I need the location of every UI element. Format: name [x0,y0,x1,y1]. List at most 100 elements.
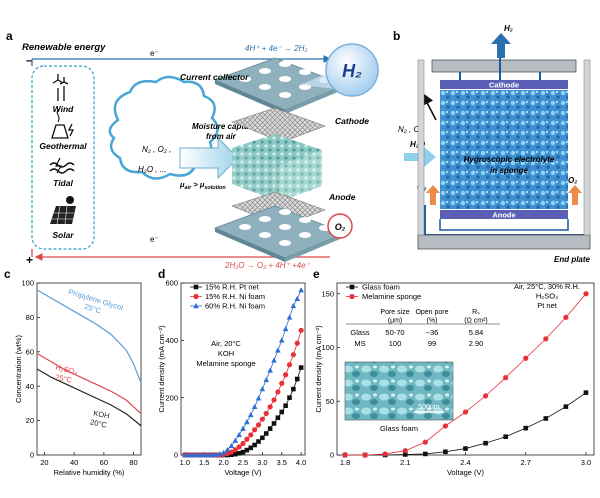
data-point [263,410,269,417]
electrolyte-label-line1: Hygroscopic electrolyte [464,155,555,164]
data-point [362,452,368,458]
end-plate-label: End plate [554,255,591,264]
cathode-reaction: 4H⁺ + 4e⁻ → 2H₂ [245,44,307,53]
data-point [197,452,204,458]
data-point [271,357,277,363]
x-tick-label: 2.5 [238,458,248,467]
table-cell: 2.90 [469,339,484,348]
data-point [275,415,281,421]
data-point [248,432,254,438]
electrolyte-label-line2: in sponge [490,166,528,175]
y-tick-label: 150 [321,289,334,298]
data-point [298,365,304,370]
cloud-gases-line2: H₂O , ... [138,165,166,174]
data-point [286,314,293,320]
table-header: Pore size [380,309,409,316]
data-point [232,437,239,443]
gas-exit-label: N₂ , O₂ [398,125,423,134]
tidal-icon [49,157,75,174]
data-point [209,452,215,458]
data-point [294,340,300,346]
y-tick-label: 200 [165,393,178,402]
data-point [232,451,238,457]
h2-outlet-label: H₂ [504,24,513,33]
legend-label: 15% R.H. Pt net [205,283,260,292]
chart-annotation: Air, 25°C, 30% R.H. [514,282,580,291]
panel-b-letter: b [393,29,400,43]
table-cell: Glass [350,328,369,337]
y-axis-label: Current density (mA cm⁻²) [157,325,166,413]
o2-outlet-label-right: O₂ [568,176,577,185]
data-point [283,403,288,408]
bottom-end-plate [417,234,591,250]
chart-annotation: Melamine sponge [196,359,255,368]
cathode-mesh [231,107,326,143]
x-tick-label: 60 [100,458,108,467]
legend-marker [349,284,355,290]
legend-label: 15% R.H. Ni foam [205,292,265,301]
h2-bubble-label: H₂ [342,61,362,81]
electron-top: e⁻ [150,49,159,58]
y-tick-label: 100 [321,343,334,352]
data-point [240,425,246,431]
data-point [583,291,589,297]
data-point [220,449,227,455]
data-point [216,451,223,457]
electrolyte-sponge-cube [232,134,322,202]
o2-outlet-arrow-right [568,185,582,205]
hygroscopic-sponge [440,90,568,209]
data-point [236,444,242,450]
data-point [402,448,408,454]
table-cell: MS [354,339,365,348]
y-tick-label: 60 [26,347,34,356]
y-tick-label: 50 [326,397,334,406]
source-label-wind: Wind [53,104,75,114]
data-point [290,352,296,358]
legend-label: 60% R.H. Ni foam [205,302,265,311]
data-point [228,449,234,455]
data-point [523,355,529,361]
current-collector-label: Current collector [180,72,249,82]
source-label-geothermal: Geothermal [39,141,87,151]
concentration-chart: 20 40 60 80 0 20 40 60 80 100 Relative humidity (%… [14,279,142,477]
data-point [402,452,408,457]
data-point [503,375,509,381]
table-cell: 100 [389,339,402,348]
moisture-text-line1: Moisture capture [192,122,257,131]
series-label: KOH [93,408,111,420]
data-point [240,440,246,447]
y-tick-label: 100 [21,279,34,288]
current-density-chart-e: 1.8 2.1 2.4 2.7 3.0 0 50 100 150 Voltage (V) Curre… [314,282,595,477]
data-point [583,390,589,395]
table-header: (%) [427,318,438,325]
legend-marker [349,293,355,300]
x-axis-label: Relative humidity (%) [54,468,125,477]
y-tick-label: 600 [165,279,178,288]
data-point [232,447,238,453]
cloud-gases-line1: N₂ , O₂ , [142,145,171,154]
top-end-plate [431,59,577,73]
cathode-label: Cathode [335,116,369,126]
data-point [267,367,273,373]
anode-reaction: 2H₂O → O₂ + 4H⁺ +4e⁻ [224,261,311,270]
panel-d: d 1.0 1.5 2.0 2.5 3.0 3.5 4.0 0 200 400 600 Voltage… [157,267,306,477]
x-tick-label: 1.5 [199,458,209,467]
data-point [275,347,281,353]
electron-bottom: e⁻ [150,235,159,244]
data-point [298,327,304,333]
y-tick-label: 40 [26,382,34,391]
glass-foam-inset: 500μm Glass foam [344,361,454,433]
data-point [228,442,235,449]
table-header: (Ω cm²) [464,318,488,325]
series-line [36,368,142,427]
y-axis-label: Current density (mA cm⁻²) [314,325,323,413]
data-point [294,295,301,301]
renewable-title: Renewable energy [22,42,106,53]
data-point [423,451,428,457]
legend-marker [193,293,199,300]
data-point [251,403,258,410]
data-point [267,426,273,431]
cathode-plate-label: Cathode [489,81,519,90]
cathode-plate [440,80,568,89]
